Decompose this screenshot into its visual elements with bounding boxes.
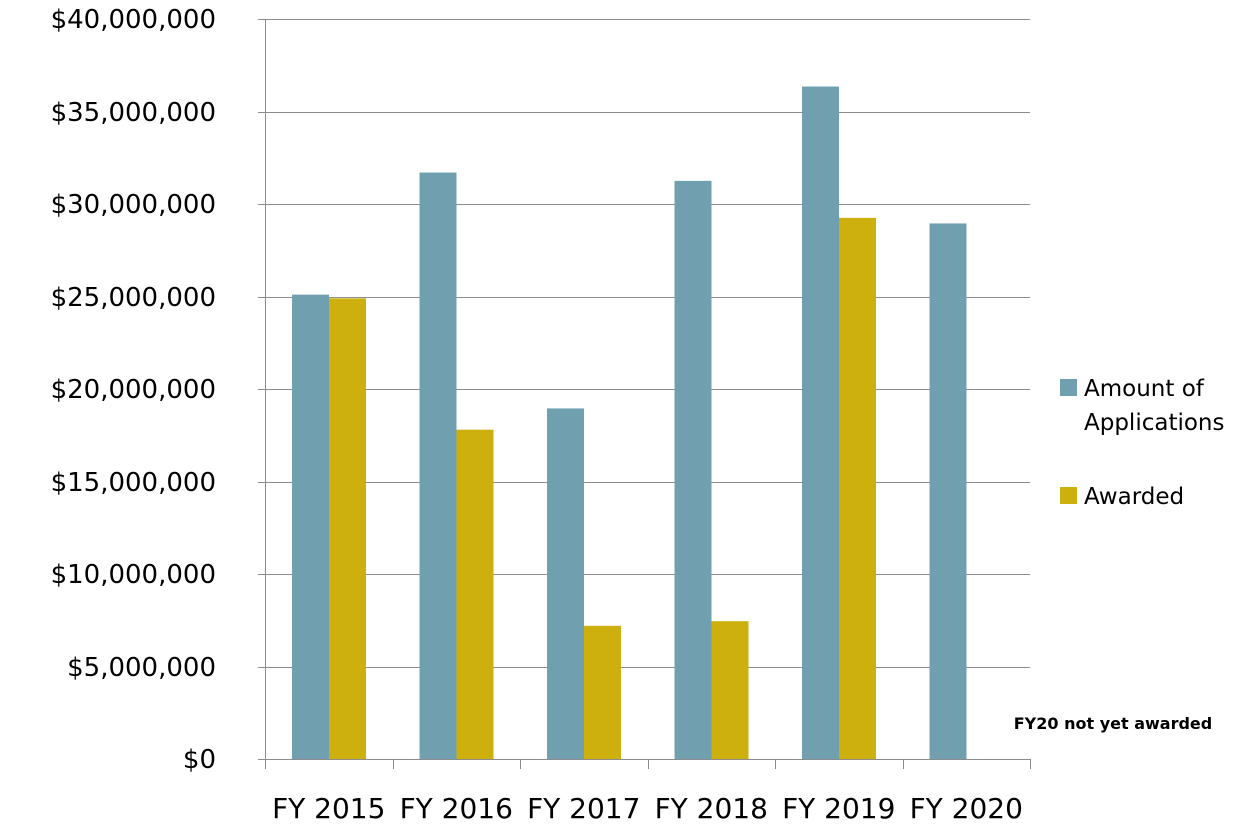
x-tick-label: FY 2017: [527, 792, 640, 825]
bar-amount-of-applications-fy-2017: [547, 408, 584, 759]
y-tick-label: $10,000,000: [51, 560, 216, 590]
legend-swatch-awarded: [1060, 487, 1077, 504]
bar-amount-of-applications-fy-2016: [419, 172, 457, 760]
x-tick-labels: FY 2015 FY 2016 FY 2017 FY 2018 FY 2019 FY 20…: [272, 792, 1023, 825]
x-tick-label: FY 2019: [782, 792, 895, 825]
y-tick-label: $25,000,000: [51, 283, 216, 313]
x-tick-label: FY 2016: [400, 792, 513, 825]
legend-swatch-amount-of-applications: [1060, 379, 1077, 396]
y-tick-label: $40,000,000: [51, 5, 216, 35]
x-tick-label: FY 2015: [272, 792, 385, 825]
y-tick-label: $30,000,000: [51, 190, 216, 220]
bar-awarded-fy-2019: [839, 217, 876, 759]
bar-amount-of-applications-fy-2020: [929, 223, 967, 760]
x-tick-label: FY 2018: [655, 792, 768, 825]
legend-label-awarded: Awarded: [1084, 484, 1184, 510]
bars: [292, 86, 967, 760]
bar-awarded-fy-2015: [329, 298, 366, 759]
x-tick-label: FY 2020: [910, 792, 1023, 825]
bar-awarded-fy-2018: [711, 621, 749, 759]
y-tick-labels: $0 $5,000,000 $10,000,000 $15,000,000 $20,00…: [51, 5, 216, 775]
bar-amount-of-applications-fy-2019: [802, 86, 839, 759]
axes: [258, 19, 1031, 769]
y-tick-label: $15,000,000: [51, 468, 216, 498]
bar-amount-of-applications-fy-2018: [674, 180, 712, 759]
gridlines: [265, 19, 1030, 668]
bar-awarded-fy-2016: [456, 429, 494, 759]
legend: Amount of Applications Awarded: [1060, 376, 1225, 510]
y-tick-label: $20,000,000: [51, 375, 216, 405]
bar-amount-of-applications-fy-2015: [292, 294, 329, 759]
legend-label-amount-of-applications: Applications: [1084, 410, 1225, 436]
bar-awarded-fy-2017: [584, 625, 621, 759]
annotation-fy20-not-awarded: FY20 not yet awarded: [1014, 714, 1212, 733]
legend-label-amount-of-applications: Amount of: [1084, 376, 1205, 402]
y-tick-label: $0: [183, 745, 216, 775]
y-tick-label: $5,000,000: [67, 653, 216, 683]
y-tick-label: $35,000,000: [51, 98, 216, 128]
